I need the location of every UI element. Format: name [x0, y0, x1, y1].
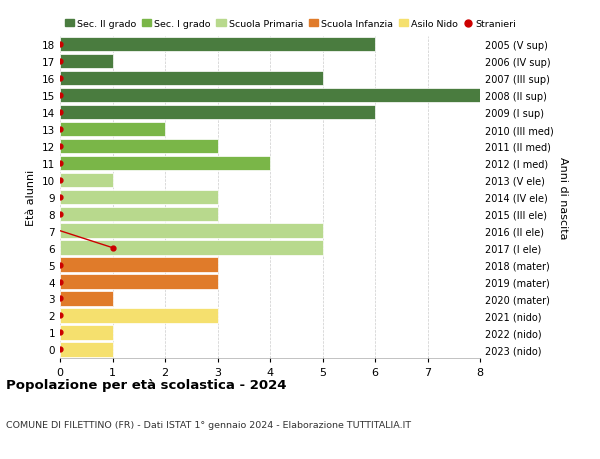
Bar	[60, 241, 323, 255]
Bar	[60, 308, 218, 323]
Bar	[60, 224, 323, 238]
Bar	[60, 140, 218, 154]
Bar	[60, 72, 323, 86]
Bar	[60, 207, 218, 222]
Bar	[60, 325, 113, 340]
Y-axis label: Età alunni: Età alunni	[26, 169, 37, 225]
Bar	[60, 123, 165, 137]
Bar	[60, 291, 113, 306]
Bar	[60, 55, 113, 69]
Bar	[60, 38, 375, 52]
Bar	[60, 157, 270, 171]
Bar	[60, 190, 218, 205]
Bar	[60, 173, 113, 188]
Bar	[60, 258, 218, 272]
Bar	[60, 106, 375, 120]
Text: Popolazione per età scolastica - 2024: Popolazione per età scolastica - 2024	[6, 379, 287, 392]
Text: COMUNE DI FILETTINO (FR) - Dati ISTAT 1° gennaio 2024 - Elaborazione TUTTITALIA.: COMUNE DI FILETTINO (FR) - Dati ISTAT 1°…	[6, 420, 411, 429]
Y-axis label: Anni di nascita: Anni di nascita	[557, 156, 568, 239]
Legend: Sec. II grado, Sec. I grado, Scuola Primaria, Scuola Infanzia, Asilo Nido, Stran: Sec. II grado, Sec. I grado, Scuola Prim…	[65, 20, 517, 29]
Bar	[60, 89, 480, 103]
Bar	[60, 342, 113, 357]
Bar	[60, 275, 218, 289]
